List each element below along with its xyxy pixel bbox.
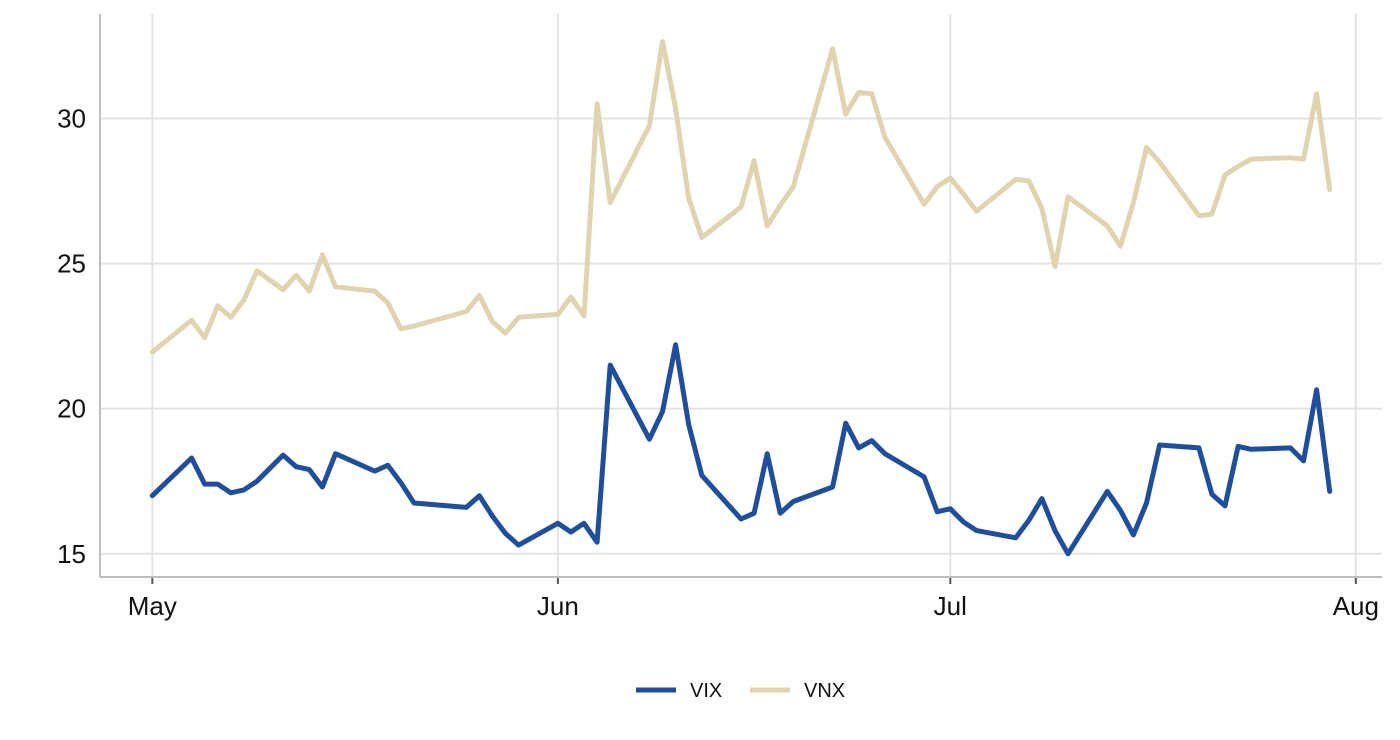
legend-label-vnx: VNX: [804, 680, 845, 702]
tick-labels: 15 20 25 30 May Jun Jul Aug: [57, 103, 1379, 621]
axes: [99, 14, 1382, 584]
series-line-vix: [149, 342, 1333, 557]
series-line-vnx: [149, 39, 1333, 355]
legend: VIX VNX: [636, 680, 845, 702]
x-tick-label: Jul: [934, 591, 967, 621]
y-tick-label: 25: [57, 249, 86, 279]
x-tick-label: Jun: [537, 591, 579, 621]
y-tick-label: 15: [57, 539, 86, 569]
x-tick-label: Aug: [1333, 591, 1379, 621]
x-tick-label: May: [128, 591, 177, 621]
y-tick-label: 30: [57, 103, 86, 133]
legend-label-vix: VIX: [690, 680, 722, 702]
series-lines: [149, 39, 1333, 557]
y-tick-label: 20: [57, 394, 86, 424]
grid-lines: [100, 14, 1382, 577]
